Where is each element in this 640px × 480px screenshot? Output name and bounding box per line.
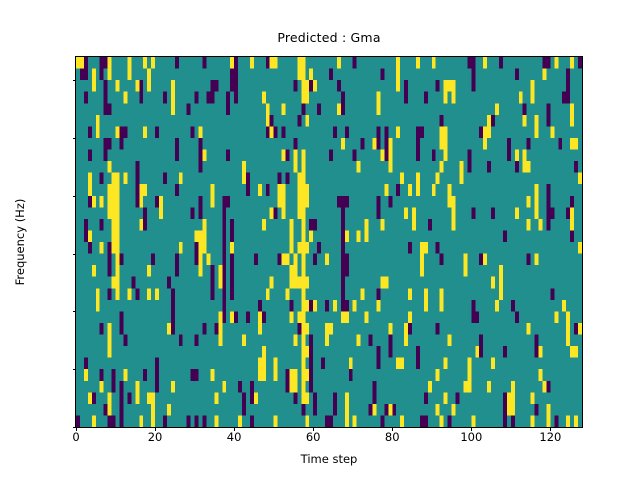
x-tick-label: 120 [539, 430, 562, 444]
x-tick-label: 100 [460, 430, 483, 444]
y-tick-mark [72, 311, 76, 312]
y-tick-mark [72, 369, 76, 370]
y-axis: Frequency (Hz) 0200004000060000800001000… [0, 0, 76, 480]
x-tick-mark [550, 427, 551, 431]
y-tick-mark [72, 196, 76, 197]
y-tick-mark [72, 254, 76, 255]
x-tick-label: 40 [226, 430, 242, 444]
heatmap-image [76, 57, 582, 427]
y-tick-mark [72, 138, 76, 139]
x-tick-label: 20 [147, 430, 163, 444]
y-tick-mark [72, 80, 76, 81]
x-tick-label: 0 [72, 430, 80, 444]
y-tick-mark [72, 427, 76, 428]
x-tick-label: 80 [384, 430, 400, 444]
x-tick-label: 60 [305, 430, 321, 444]
x-axis-label: Time step [300, 452, 358, 466]
x-tick-mark [234, 427, 235, 431]
x-tick-mark [313, 427, 314, 431]
x-tick-mark [76, 427, 77, 431]
page-title: Predicted : Gma [277, 30, 381, 45]
x-tick-mark [392, 427, 393, 431]
heatmap-plot-area [75, 56, 583, 428]
x-tick-mark [155, 427, 156, 431]
x-tick-mark [471, 427, 472, 431]
